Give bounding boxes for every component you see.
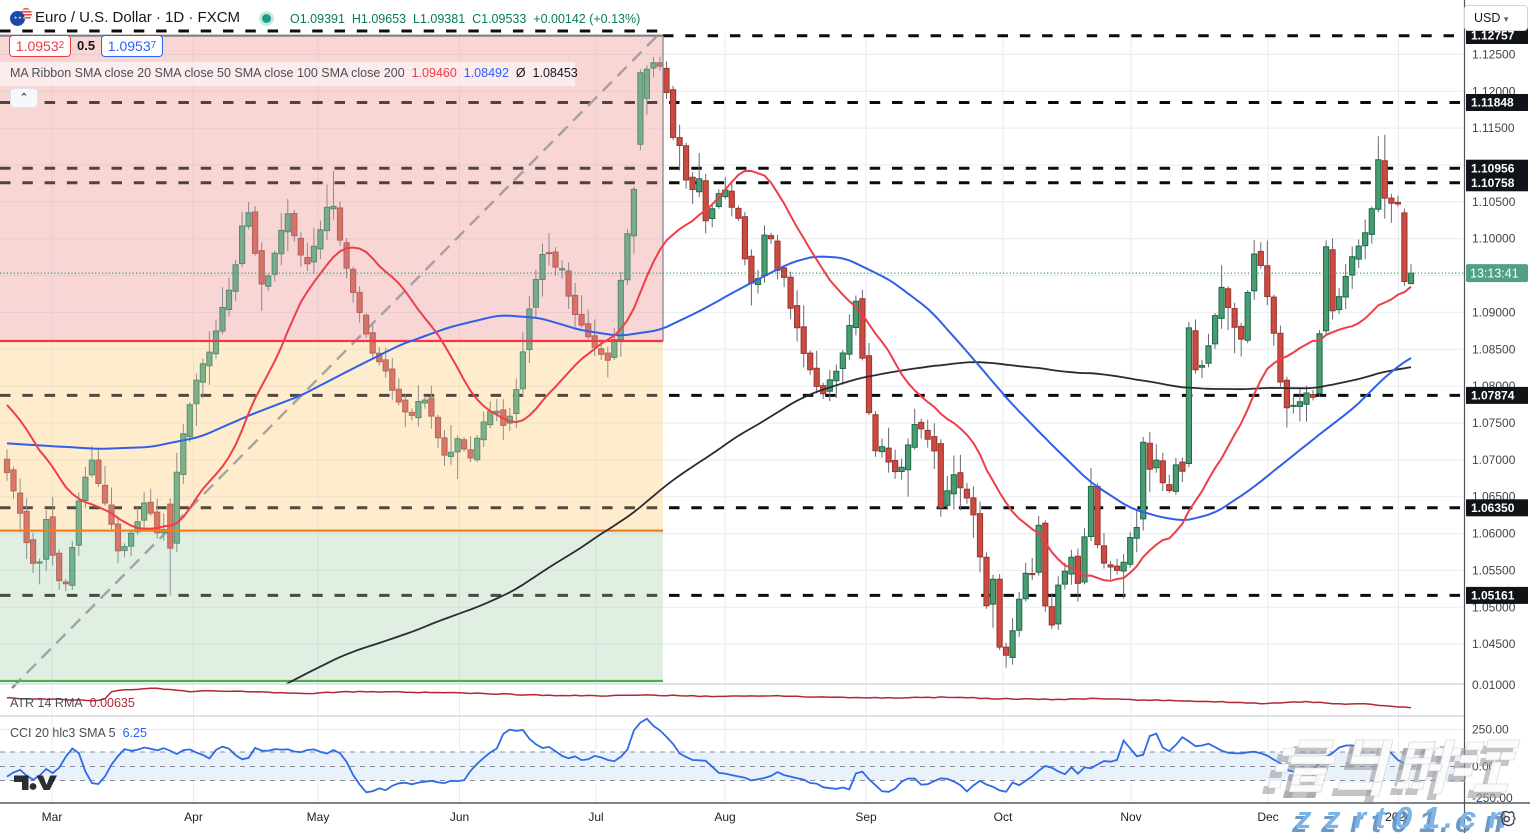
svg-text:Sep: Sep [855,810,877,824]
svg-text:z: z [1320,804,1337,833]
svg-text:1.07500: 1.07500 [1472,416,1516,430]
svg-text:Mar: Mar [42,810,63,824]
svg-text:1.09000: 1.09000 [1472,305,1516,319]
svg-text:t: t [1375,800,1387,833]
svg-text:n: n [1484,804,1503,833]
svg-text:c: c [1455,804,1472,833]
svg-text:1.04500: 1.04500 [1472,637,1516,651]
svg-text:z: z [1291,804,1308,833]
svg-text:Dec: Dec [1257,810,1278,824]
svg-text:2024: 2024 [1385,810,1412,824]
svg-text:1.10500: 1.10500 [1472,195,1516,209]
svg-text:r: r [1350,804,1364,833]
svg-text:1.12757: 1.12757 [1471,29,1515,43]
svg-text:.: . [1440,804,1449,833]
svg-text:n: n [1488,800,1507,833]
svg-text:Aug: Aug [714,810,735,824]
svg-text:Oct: Oct [994,810,1013,824]
svg-text:Nov: Nov [1120,810,1141,824]
svg-text:0.01000: 0.01000 [1472,678,1516,692]
svg-text:Jul: Jul [588,810,603,824]
svg-text:1.11848: 1.11848 [1471,96,1514,110]
svg-text:1: 1 [1419,804,1436,833]
svg-text:Apr: Apr [184,810,203,824]
svg-text:13:13:41: 13:13:41 [1470,267,1519,281]
svg-text:1.06000: 1.06000 [1472,527,1516,541]
svg-text:.: . [1444,800,1453,833]
svg-text:1.05161: 1.05161 [1471,589,1515,603]
svg-text:c: c [1459,800,1476,833]
svg-text:r: r [1354,800,1368,833]
svg-text:1.10956: 1.10956 [1471,161,1515,175]
svg-text:May: May [307,810,330,824]
svg-text:1.07000: 1.07000 [1472,453,1516,467]
svg-text:t: t [1371,804,1383,833]
svg-text:1.08500: 1.08500 [1472,342,1516,356]
svg-text:1.06350: 1.06350 [1471,501,1515,515]
svg-text:1.07874: 1.07874 [1471,389,1515,403]
svg-text:1.10758: 1.10758 [1471,176,1515,190]
svg-text:1: 1 [1423,800,1440,833]
svg-text:0: 0 [1395,800,1412,833]
svg-text:0: 0 [1391,804,1408,833]
svg-text:z: z [1295,800,1312,833]
svg-text:Jun: Jun [450,810,469,824]
svg-text:1.05500: 1.05500 [1472,563,1516,577]
svg-text:1.12500: 1.12500 [1472,47,1516,61]
svg-text:z: z [1324,800,1341,833]
svg-text:1.11500: 1.11500 [1472,121,1515,135]
svg-text:250.00: 250.00 [1472,723,1509,737]
svg-text:1.10000: 1.10000 [1472,232,1516,246]
